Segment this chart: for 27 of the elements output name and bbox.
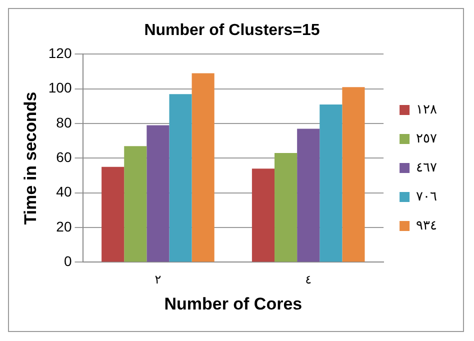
legend-label: ٩٣٤: [416, 218, 438, 233]
legend-label: ١٢٨: [416, 102, 438, 117]
bar: [342, 87, 365, 262]
y-tick-label: 0: [64, 253, 72, 270]
y-tick-label: 20: [56, 218, 72, 234]
legend-label: ٧٠٦: [416, 188, 438, 204]
bar: [252, 168, 275, 262]
bar: [102, 166, 124, 262]
bar: [192, 73, 214, 262]
y-axis-title: Time in seconds: [20, 92, 40, 225]
x-axis-title: Number of Cores: [164, 294, 302, 314]
bar: [146, 125, 170, 262]
y-tick-label: 100: [48, 80, 72, 96]
bar: [169, 94, 192, 262]
x-tick-label: ٢: [154, 272, 162, 287]
bar: [274, 153, 298, 262]
legend-label: ٢٥٧: [416, 130, 438, 146]
bar: [320, 104, 342, 262]
bar: [124, 146, 147, 262]
y-tick-label: 60: [56, 149, 72, 166]
x-tick-label: ٤: [305, 272, 312, 287]
y-tick-label: 40: [56, 184, 72, 200]
legend-label: ٤٦٧: [416, 160, 438, 175]
chart-title: Number of Clusters=15: [144, 22, 320, 40]
y-tick-label: 120: [48, 45, 72, 62]
y-tick-label: 80: [56, 114, 72, 130]
bar: [297, 128, 320, 262]
